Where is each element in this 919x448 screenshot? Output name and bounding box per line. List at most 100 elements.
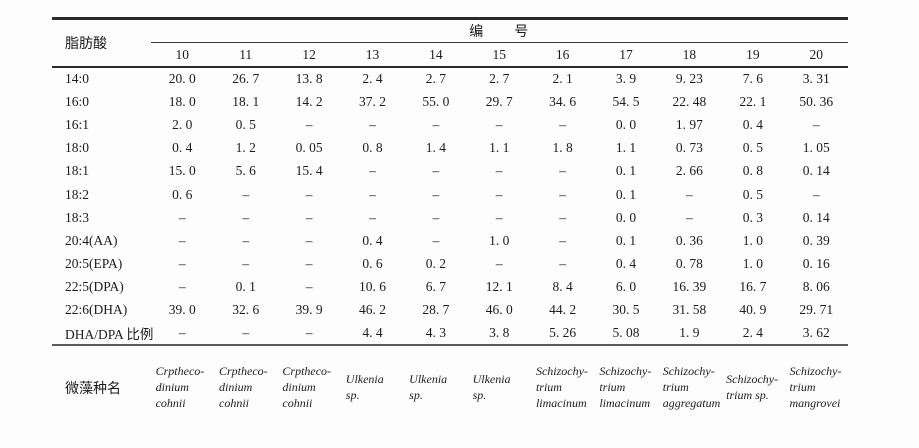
value-cell: 2. 4 [742,325,763,341]
sample-id-14: 14 [404,42,468,68]
species-name: Schizochy- trium limacinum [599,364,652,410]
value-cell: – [812,186,820,202]
fatty-acid-composition-table: 脂肪酸 编 号 10 11 12 13 14 15 16 17 18 19 20 14:0 20. 0… [52,17,848,429]
fatty-acid-label: DHA/DPA 比例 [65,327,154,343]
value-cell: – [305,279,313,295]
value-cell: 16. 39 [672,279,707,295]
value-cell: – [686,209,693,225]
fatty-acid-label: 16:0 [65,93,90,109]
value-cell: 1. 0 [742,256,763,272]
value-cell: 22. 48 [672,93,707,109]
value-cell: – [242,186,250,202]
value-cell: 8. 4 [552,279,573,295]
table-row: 20:4(AA) – – – 0. 4 – 1. 0 – 0. 1 0. 36 1. 0 0. 39 [52,229,848,252]
sample-id-row: 10 11 12 13 14 15 16 17 18 19 20 [52,42,848,68]
value-cell: 18. 1 [232,93,260,109]
value-cell: – [495,209,503,225]
table-row: 18:3 – – – – – – – 0. 0 – 0. 3 0. 14 [52,206,848,229]
table-row: 18:0 0. 4 1. 2 0. 05 0. 8 1. 4 1. 1 1. 8 1. 1 0. … [52,137,848,160]
sample-id-18: 18 [657,42,722,68]
species-name: Ulkenia sp. [409,371,448,402]
value-cell: 34. 6 [549,93,577,109]
value-cell: 2. 66 [675,163,703,179]
value-cell: 18. 0 [168,93,196,109]
value-cell: 0. 1 [615,163,637,179]
value-cell: 0. 4 [172,140,193,156]
value-cell: 0. 3 [742,209,763,225]
fatty-acid-column-header: 脂肪酸 [52,18,151,68]
value-cell: 0. 8 [742,163,763,179]
value-cell: – [178,232,186,248]
value-cell: 0. 8 [362,140,383,156]
sample-id-10: 10 [150,42,214,68]
species-row-label: 微藻种名 [65,381,121,397]
value-cell: – [432,209,440,225]
sample-id-19: 19 [721,42,785,68]
value-cell: – [305,186,313,202]
value-cell: 1. 97 [675,116,703,132]
sample-id-12: 12 [277,42,341,68]
table-row: 18:2 0. 6 – – – – – – 0. 1 – 0. 5 – [52,183,848,206]
value-cell: 1. 9 [679,325,700,341]
value-cell: – [432,232,440,248]
value-cell: 0. 05 [295,140,323,156]
value-cell: – [369,186,376,202]
value-cell: 0. 16 [802,256,830,272]
species-name: Schizochy- trium mangrovei [789,364,842,410]
value-cell: 12. 1 [485,279,513,295]
fatty-acid-label: 18:1 [65,163,90,179]
value-cell: 0. 36 [675,232,703,248]
value-cell: 4. 4 [362,325,383,341]
value-cell: 0. 14 [802,163,830,179]
table-row: 22:6(DHA) 39. 0 32. 6 39. 9 46. 2 28. 7 46. 0 4… [52,299,848,322]
value-cell: – [432,186,440,202]
table-row: 16:1 2. 0 0. 5 – – – – – 0. 0 1. 97 0. 4 – [52,113,848,136]
value-cell: 2. 0 [172,116,193,132]
value-cell: 44. 2 [549,302,577,318]
value-cell: – [559,186,567,202]
sample-id-17: 17 [594,42,658,68]
value-cell: 31. 58 [672,302,707,318]
value-cell: – [812,116,820,132]
table-body: 14:0 20. 0 26. 7 13. 8 2. 4 2. 7 2. 7 2. 1 3. 9 9… [52,67,848,346]
value-cell: 0. 4 [615,256,637,272]
value-cell: 22. 1 [739,93,767,109]
value-cell: – [242,209,250,225]
value-cell: 0. 78 [675,256,703,272]
value-cell: – [305,209,313,225]
species-name: Schizochy- trium aggregatum [662,364,721,410]
species-row: 微藻种名 Crptheco- dinium cohnii Crptheco- di… [52,345,848,429]
value-cell: 1. 05 [802,140,830,156]
value-cell: – [495,116,503,132]
table-row: 18:1 15. 0 5. 6 15. 4 – – – – 0. 1 2. 66 0. 8 0. 14 [52,160,848,183]
table-row: 20:5(EPA) – – – 0. 6 0. 2 – – 0. 4 0. 78 1. 0 0. 16 [52,253,848,276]
value-cell: – [495,163,503,179]
fatty-acid-label: 16:1 [65,116,90,132]
value-cell: 5. 08 [612,325,640,341]
fatty-acid-label: 20:4(AA) [65,232,118,248]
fatty-acid-label: 22:5(DPA) [65,279,124,295]
species-name: Crptheco- dinium cohnii [282,364,332,410]
value-cell: 0. 73 [675,140,703,156]
value-cell: 0. 6 [362,256,383,272]
species-section: 微藻种名 Crptheco- dinium cohnii Crptheco- di… [52,345,848,429]
value-cell: 8. 06 [802,279,830,295]
value-cell: 0. 5 [235,116,256,132]
value-cell: – [432,163,440,179]
value-cell: 0. 2 [425,256,446,272]
fatty-acid-label: 20:5(EPA) [65,256,123,272]
value-cell: 4. 3 [425,325,446,341]
value-cell: 0. 1 [235,279,256,295]
value-cell: 26. 7 [232,71,260,87]
species-name: Crptheco- dinium cohnii [219,364,268,410]
fatty-acid-label: 22:6(DHA) [65,302,128,318]
sample-id-11: 11 [214,42,278,68]
table-row: DHA/DPA 比例 – – – 4. 4 4. 3 3. 8 5. 26 5. 08 1. 9 2… [52,322,848,345]
value-cell: 46. 2 [358,302,386,318]
sample-id-20: 20 [784,42,848,68]
value-cell: – [305,325,313,341]
value-cell: – [242,232,250,248]
value-cell: 3. 31 [802,71,830,87]
species-name: Schizochy- trium sp. [726,371,779,402]
